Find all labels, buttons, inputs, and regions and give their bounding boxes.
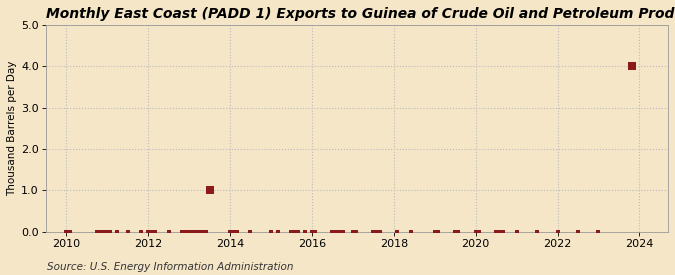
Point [92,230,103,234]
Point [286,230,297,234]
Point [375,230,385,234]
Point [450,230,460,234]
Point [99,230,109,234]
Point [300,230,310,234]
Point [95,230,106,234]
Point [433,230,443,234]
Point [532,230,543,234]
Point [64,230,75,234]
Point [368,230,379,234]
Point [163,230,174,234]
Point [453,230,464,234]
Point [184,230,194,234]
Point [122,230,133,234]
Point [351,230,362,234]
Point [105,230,116,234]
Point [194,230,205,234]
Point [142,230,153,234]
Point [511,230,522,234]
Point [497,230,508,234]
Point [552,230,563,234]
Point [225,230,236,234]
Point [330,230,341,234]
Point [290,230,300,234]
Point [306,230,317,234]
Point [273,230,284,234]
Point [61,230,72,234]
Point [197,230,208,234]
Text: Source: U.S. Energy Information Administration: Source: U.S. Energy Information Administ… [47,262,294,272]
Point [102,230,113,234]
Y-axis label: Thousand Barrels per Day: Thousand Barrels per Day [7,61,17,196]
Point [429,230,440,234]
Point [494,230,505,234]
Point [334,230,345,234]
Point [265,230,276,234]
Point [228,230,239,234]
Point [204,188,215,193]
Point [177,230,188,234]
Point [491,230,502,234]
Point [392,230,402,234]
Point [627,64,638,68]
Point [187,230,198,234]
Point [180,230,191,234]
Text: Monthly East Coast (PADD 1) Exports to Guinea of Crude Oil and Petroleum Product: Monthly East Coast (PADD 1) Exports to G… [46,7,675,21]
Point [572,230,583,234]
Point [136,230,146,234]
Point [232,230,242,234]
Point [338,230,348,234]
Point [150,230,161,234]
Point [327,230,338,234]
Point [474,230,485,234]
Point [293,230,304,234]
Point [112,230,123,234]
Point [190,230,201,234]
Point [406,230,416,234]
Point [201,230,212,234]
Point [146,230,157,234]
Point [245,230,256,234]
Point [470,230,481,234]
Point [310,230,321,234]
Point [371,230,382,234]
Point [593,230,604,234]
Point [348,230,358,234]
